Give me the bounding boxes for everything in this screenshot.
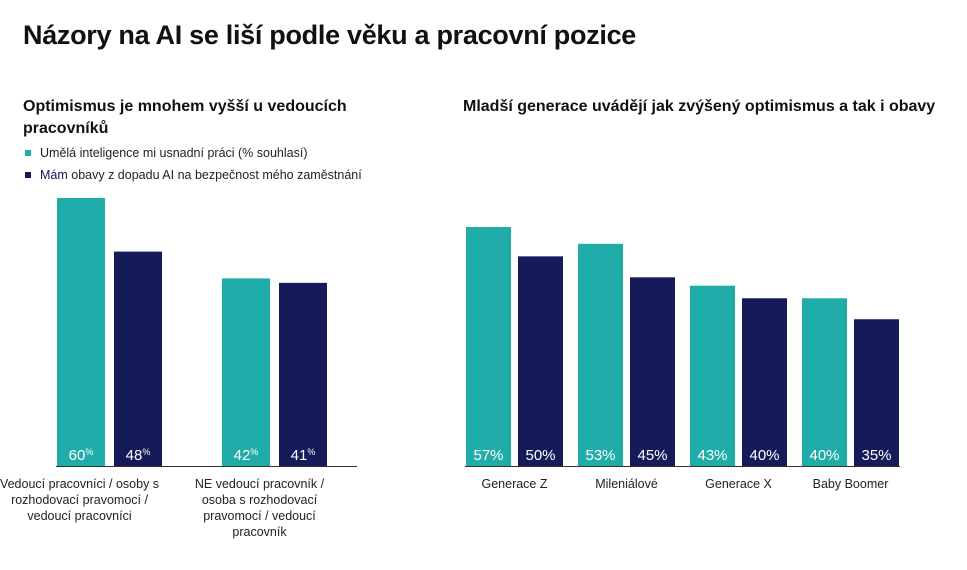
legend-item-optimism: Umělá inteligence mi usnadní práci (% so…: [25, 142, 362, 164]
bar-c1-s1-g1: [466, 227, 511, 466]
legend-swatch-teal: [25, 150, 31, 156]
data-label-c1-s1-g1: 57%: [473, 447, 503, 464]
bar-c1-s2-g2: [630, 277, 675, 466]
data-label-c1-s2-g1: 50%: [525, 447, 555, 464]
data-label-c0-s1-g2: 42%: [234, 447, 259, 464]
data-label-c1-s2-g4: 35%: [861, 447, 891, 464]
legend-label-concern-rest: obavy z dopadu AI na bezpečnost mého zam…: [67, 168, 362, 182]
data-label-c0-s1-g1: 60%: [69, 447, 94, 464]
bar-c0-s1-g1: [57, 198, 105, 466]
bar-c1-s1-g2: [578, 243, 623, 466]
bar-c1-s2-g4: [854, 319, 899, 466]
data-label-c1-s2-g2: 45%: [637, 447, 667, 464]
data-label-c0-s2-g1: 48%: [126, 447, 151, 464]
bar-c0-s2-g2: [279, 282, 327, 466]
category-label-c0-2: NE vedoucí pracovník / osoba s rozhodova…: [194, 477, 325, 539]
legend-item-concern: Mám obavy z dopadu AI na bezpečnost mého…: [25, 164, 362, 186]
bar-c0-s2-g1: [114, 251, 162, 466]
legend-label-concern-accent: Mám: [40, 168, 68, 182]
legend-label-optimism: Umělá inteligence mi usnadní práci (% so…: [40, 146, 308, 160]
category-label-c1-4: Baby Boomer: [812, 477, 889, 491]
category-label-c1-2: Mileniálové: [595, 477, 658, 491]
data-label-c1-s2-g3: 40%: [749, 447, 779, 464]
bar-c1-s1-g4: [802, 298, 847, 466]
data-label-c1-s1-g3: 43%: [697, 447, 727, 464]
bar-c1-s2-g1: [518, 256, 563, 466]
legend-swatch-navy: [25, 172, 31, 178]
bar-c0-s1-g2: [222, 278, 270, 466]
right-chart-title: Mladší generace uvádějí jak zvýšený opti…: [463, 98, 936, 115]
page-title: Názory na AI se liší podle věku a pracov…: [23, 20, 637, 50]
data-label-c1-s1-g4: 40%: [809, 447, 839, 464]
category-label-c1-3: Generace X: [705, 477, 772, 491]
data-label-c0-s2-g2: 41%: [291, 447, 316, 464]
bar-c1-s2-g3: [742, 298, 787, 466]
left-chart-title: Optimismus je mnohem vyšší u vedoucích p…: [23, 98, 347, 137]
legend: Umělá inteligence mi usnadní práci (% so…: [25, 142, 362, 186]
legend-label-concern: Mám obavy z dopadu AI na bezpečnost mého…: [40, 168, 362, 182]
bar-c1-s1-g3: [690, 285, 735, 466]
category-label-c0-1: Vedoucí pracovníci / osoby s rozhodovací…: [0, 477, 160, 523]
category-label-c1-1: Generace Z: [481, 477, 548, 491]
data-label-c1-s1-g2: 53%: [585, 447, 615, 464]
